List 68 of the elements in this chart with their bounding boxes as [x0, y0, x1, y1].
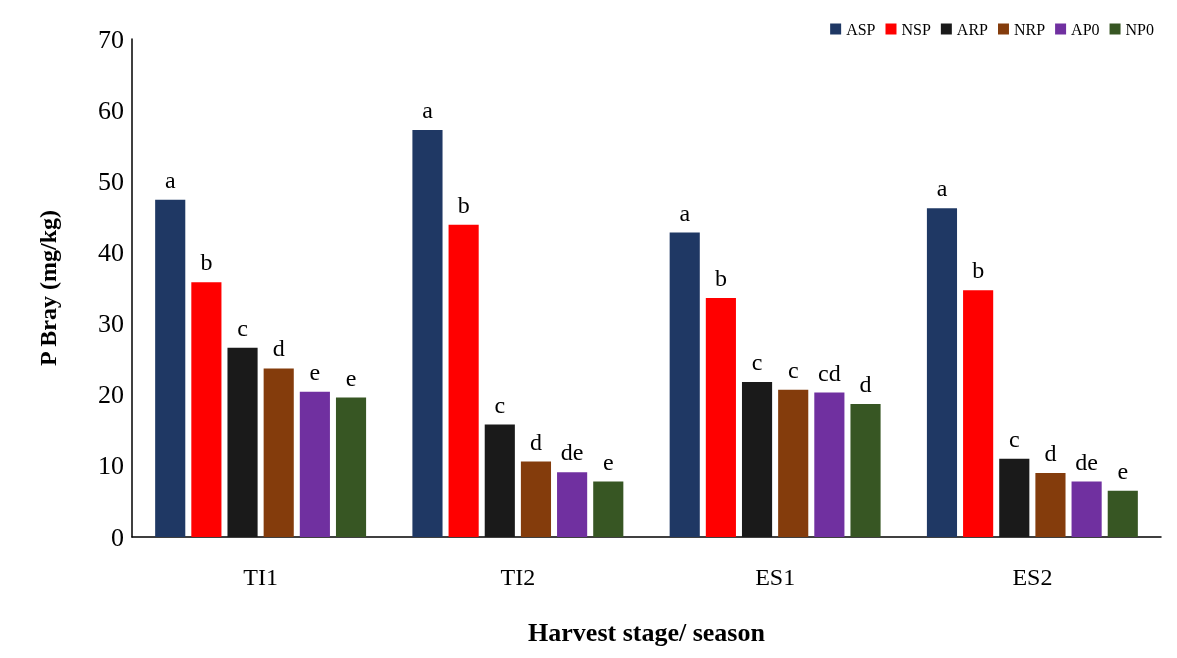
data-label: e	[309, 358, 321, 385]
bar	[191, 282, 222, 537]
data-label: a	[422, 97, 434, 124]
data-label: a	[936, 175, 948, 202]
y-tick-label: 40	[98, 237, 124, 267]
bar	[335, 397, 367, 537]
legend-label: NP0	[1125, 20, 1154, 38]
bar	[299, 391, 330, 537]
bar	[448, 224, 479, 537]
bar	[850, 403, 881, 537]
data-label: cd	[818, 359, 841, 386]
bar	[484, 424, 515, 537]
bar	[1107, 490, 1138, 537]
data-label: a	[164, 166, 176, 193]
x-tick-label: TI2	[500, 564, 536, 590]
bar	[1035, 472, 1066, 537]
bar	[669, 232, 700, 537]
data-label: a	[679, 199, 691, 226]
x-tick-label: TI1	[243, 564, 278, 590]
y-tick-label: 20	[98, 380, 124, 410]
bar	[741, 381, 773, 537]
data-label: b	[457, 191, 470, 218]
y-tick-label: 30	[98, 309, 124, 339]
data-label: d	[529, 428, 542, 455]
data-label: c	[494, 391, 506, 418]
data-label: c	[1008, 425, 1020, 452]
bar	[593, 481, 624, 537]
data-label: b	[200, 249, 213, 276]
bar	[412, 130, 443, 537]
data-label: b	[972, 257, 985, 284]
bar	[227, 347, 258, 537]
y-tick-label: 50	[98, 166, 124, 196]
x-tick-label: ES2	[1012, 564, 1053, 590]
bar	[778, 389, 809, 537]
y-tick-label: 60	[98, 95, 124, 125]
bar	[155, 199, 186, 537]
legend-label: ASP	[846, 20, 876, 38]
bar	[1071, 481, 1102, 537]
data-label: c	[237, 314, 248, 341]
x-axis-title: Harvest stage/ season	[528, 617, 766, 647]
y-tick-label: 0	[111, 522, 124, 552]
bar	[520, 461, 552, 537]
data-label: c	[787, 356, 799, 383]
bar	[705, 297, 736, 537]
data-label: de	[560, 439, 584, 466]
bar	[963, 290, 994, 537]
data-label: c	[751, 348, 763, 375]
legend-label: AP0	[1071, 20, 1100, 38]
y-axis-title: P Bray (mg/kg)	[35, 210, 61, 366]
data-label: b	[714, 264, 727, 291]
bar	[263, 368, 294, 537]
y-tick-label: 10	[98, 451, 124, 481]
data-label: e	[602, 448, 614, 475]
legend-label: NSP	[901, 20, 931, 38]
data-label: de	[1075, 448, 1098, 475]
legend-label: ARP	[956, 20, 989, 38]
x-tick-label: ES1	[755, 564, 796, 590]
data-label: d	[859, 370, 872, 397]
bar	[557, 472, 588, 537]
data-label: e	[345, 364, 357, 391]
legend-label: NRP	[1013, 20, 1046, 38]
bar	[926, 208, 958, 537]
bar	[999, 458, 1030, 537]
y-tick-label: 70	[98, 24, 124, 54]
data-label: e	[1117, 457, 1129, 484]
bar	[814, 392, 845, 537]
data-label: d	[272, 335, 285, 362]
data-label: d	[1044, 439, 1057, 466]
